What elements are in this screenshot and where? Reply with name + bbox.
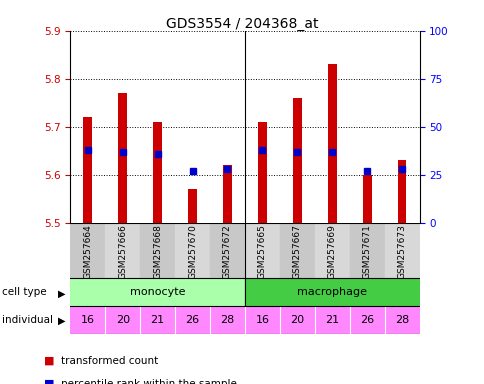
- Bar: [244, 223, 279, 278]
- Text: ▶: ▶: [58, 316, 65, 326]
- Text: GSM257668: GSM257668: [153, 224, 162, 279]
- Text: 21: 21: [324, 315, 339, 325]
- Text: 16: 16: [255, 315, 269, 325]
- Bar: [384, 223, 419, 278]
- Bar: [175, 223, 210, 278]
- Text: GSM257665: GSM257665: [257, 224, 266, 279]
- Text: GSM257669: GSM257669: [327, 224, 336, 279]
- Text: GSM257664: GSM257664: [83, 224, 92, 279]
- Bar: [349, 223, 384, 278]
- Bar: [70, 223, 105, 278]
- Bar: [327, 64, 336, 223]
- Bar: [105, 223, 140, 278]
- Bar: [210, 223, 244, 278]
- Bar: [83, 117, 92, 223]
- Text: macrophage: macrophage: [297, 287, 366, 297]
- Text: GSM257670: GSM257670: [188, 224, 197, 279]
- Bar: [244, 278, 419, 306]
- Text: 28: 28: [220, 315, 234, 325]
- Text: GSM257667: GSM257667: [292, 224, 301, 279]
- Text: GSM257666: GSM257666: [118, 224, 127, 279]
- Text: individual: individual: [2, 315, 53, 325]
- Bar: [118, 93, 127, 223]
- Bar: [223, 165, 231, 223]
- Bar: [153, 122, 162, 223]
- Text: GSM257671: GSM257671: [362, 224, 371, 279]
- Text: GSM257673: GSM257673: [397, 224, 406, 279]
- Bar: [314, 223, 349, 278]
- Text: 21: 21: [150, 315, 165, 325]
- Text: 28: 28: [394, 315, 408, 325]
- Text: transformed count: transformed count: [60, 356, 158, 366]
- Bar: [397, 160, 406, 223]
- Bar: [279, 223, 314, 278]
- Text: ▶: ▶: [58, 289, 65, 299]
- Text: GDS3554 / 204368_at: GDS3554 / 204368_at: [166, 17, 318, 31]
- Text: monocyte: monocyte: [130, 287, 185, 297]
- Bar: [362, 175, 371, 223]
- Text: 20: 20: [289, 315, 304, 325]
- Text: percentile rank within the sample: percentile rank within the sample: [60, 379, 236, 384]
- Bar: [188, 189, 197, 223]
- Text: cell type: cell type: [2, 287, 47, 297]
- Text: 26: 26: [359, 315, 374, 325]
- Text: ■: ■: [44, 356, 54, 366]
- Text: GSM257672: GSM257672: [223, 224, 231, 279]
- Bar: [292, 98, 301, 223]
- Bar: [70, 278, 244, 306]
- Bar: [257, 122, 266, 223]
- Text: 20: 20: [115, 315, 130, 325]
- Text: ■: ■: [44, 379, 54, 384]
- Text: 26: 26: [185, 315, 199, 325]
- Text: 16: 16: [81, 315, 94, 325]
- Bar: [140, 223, 175, 278]
